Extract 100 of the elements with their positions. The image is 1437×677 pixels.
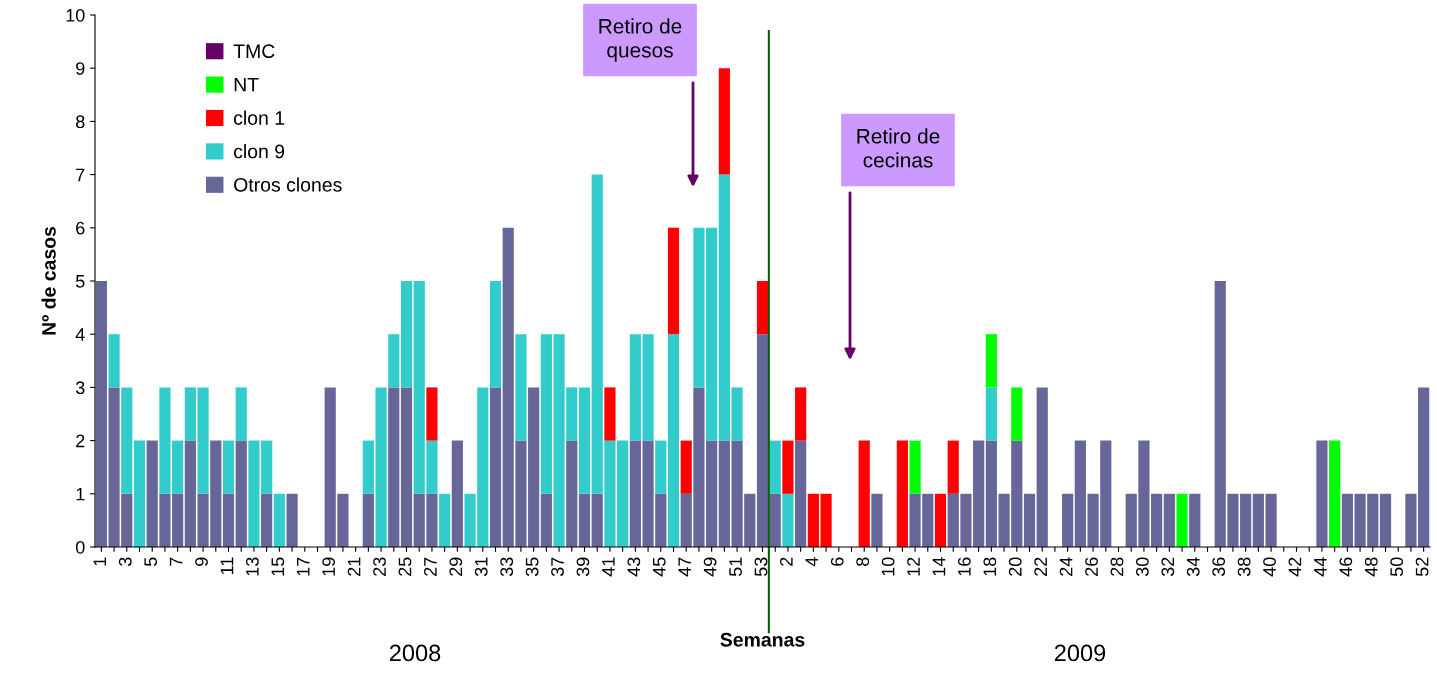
bar	[782, 493, 794, 547]
bar	[540, 493, 552, 547]
x-tick-label: 25	[398, 557, 412, 576]
bar	[566, 440, 578, 547]
bar	[400, 281, 413, 388]
x-tick-label: 51	[729, 557, 742, 577]
bar	[1011, 387, 1023, 441]
bar	[1329, 440, 1341, 547]
y-tick-label: 5	[75, 275, 85, 288]
x-tick-label: 26	[1085, 557, 1098, 576]
bar	[985, 387, 997, 441]
bar	[1176, 493, 1188, 547]
bar	[655, 440, 667, 494]
bar	[756, 281, 769, 335]
x-tick-label: 48	[1364, 557, 1378, 577]
x-tick-label: 4	[805, 557, 819, 567]
text: 2009	[1054, 644, 1106, 662]
bar	[756, 334, 769, 547]
x-tick-label: 47	[678, 557, 691, 577]
x-tick-label: 10	[881, 557, 895, 576]
bar	[1023, 493, 1036, 547]
bar	[718, 68, 730, 175]
bar	[439, 493, 451, 547]
x-tick-label: 33	[500, 557, 514, 577]
x-tick-label: 32	[1161, 557, 1175, 577]
x-tick-label: 15	[271, 557, 285, 576]
bar	[667, 334, 680, 547]
x-tick-label: 35	[525, 557, 539, 577]
bar	[515, 334, 527, 441]
x-tick-label: 6	[830, 557, 844, 566]
bar	[769, 493, 781, 547]
legend-label: NT	[234, 77, 259, 92]
bar	[1163, 493, 1175, 547]
x-tick-label: 29	[449, 557, 463, 576]
x-tick-label: 53	[754, 557, 768, 577]
bar	[388, 334, 400, 388]
bar	[261, 493, 273, 547]
x-tick-label: 40	[1263, 557, 1276, 577]
x-tick-label: 27	[423, 557, 437, 576]
bar	[489, 387, 502, 547]
x-tick-label: 36	[1212, 557, 1226, 577]
bar	[388, 387, 400, 547]
bar	[578, 387, 591, 494]
x-tick-label: 39	[576, 557, 590, 577]
x-tick-label: 5	[144, 557, 158, 567]
annotation: Retiro de cecinas	[857, 128, 940, 168]
bar	[1036, 387, 1048, 547]
y-tick-label: 8	[76, 115, 85, 129]
bar	[985, 334, 997, 388]
bar	[1316, 440, 1328, 547]
x-tick-label: 31	[474, 557, 488, 577]
y-tick-label: 9	[76, 62, 85, 75]
x-tick-label: 1	[93, 557, 107, 566]
x-tick-label: 7	[169, 557, 183, 566]
x-tick-label: 19	[322, 557, 336, 576]
x-tick-label: 24	[1059, 557, 1073, 576]
bar	[286, 493, 298, 547]
bar	[222, 440, 235, 494]
x-tick-label: 20	[1008, 557, 1022, 576]
bar	[1062, 493, 1074, 547]
x-axis-title: Semanas	[720, 632, 805, 647]
text: 2008	[389, 644, 441, 662]
bar	[896, 440, 908, 547]
x-tick-label: 37	[551, 557, 564, 577]
x-tick-label: 52	[1415, 557, 1429, 577]
x-tick-label: 38	[1237, 557, 1251, 577]
bar	[451, 440, 463, 547]
bar	[426, 387, 438, 441]
bar	[680, 440, 692, 494]
x-tick-label: 46	[1339, 557, 1353, 577]
bar	[858, 440, 870, 547]
x-tick-label: 34	[1186, 557, 1200, 577]
x-tick-label: 45	[653, 557, 666, 577]
y-tick-label: 4	[75, 328, 85, 341]
bar	[121, 387, 133, 494]
x-tick-label: 2	[779, 557, 793, 566]
y-tick-label: 7	[76, 168, 85, 182]
bar	[235, 440, 247, 547]
annotation: Retiro de quesos	[599, 18, 682, 62]
bar	[667, 227, 680, 335]
x-tick-label: 3	[118, 557, 132, 567]
x-tick-label: 28	[1110, 557, 1124, 576]
x-tick-label: 21	[347, 557, 361, 576]
y-tick-label: 6	[76, 221, 85, 235]
x-tick-label: 11	[220, 557, 234, 575]
bar	[782, 440, 794, 494]
bar	[235, 387, 247, 441]
y-axis-title: Nº de casos	[41, 226, 56, 335]
bar	[108, 334, 120, 388]
x-tick-label: 17	[297, 557, 310, 576]
x-tick-label: 30	[1135, 557, 1149, 577]
x-tick-label: 42	[1288, 557, 1302, 577]
bar	[400, 387, 413, 547]
bar	[578, 493, 591, 547]
legend-label: clon 9	[234, 144, 285, 159]
bar	[362, 493, 374, 547]
x-tick-label: 18	[983, 557, 997, 576]
bar	[604, 387, 616, 441]
x-tick-label: 50	[1390, 557, 1404, 577]
x-tick-label: 12	[907, 557, 920, 576]
